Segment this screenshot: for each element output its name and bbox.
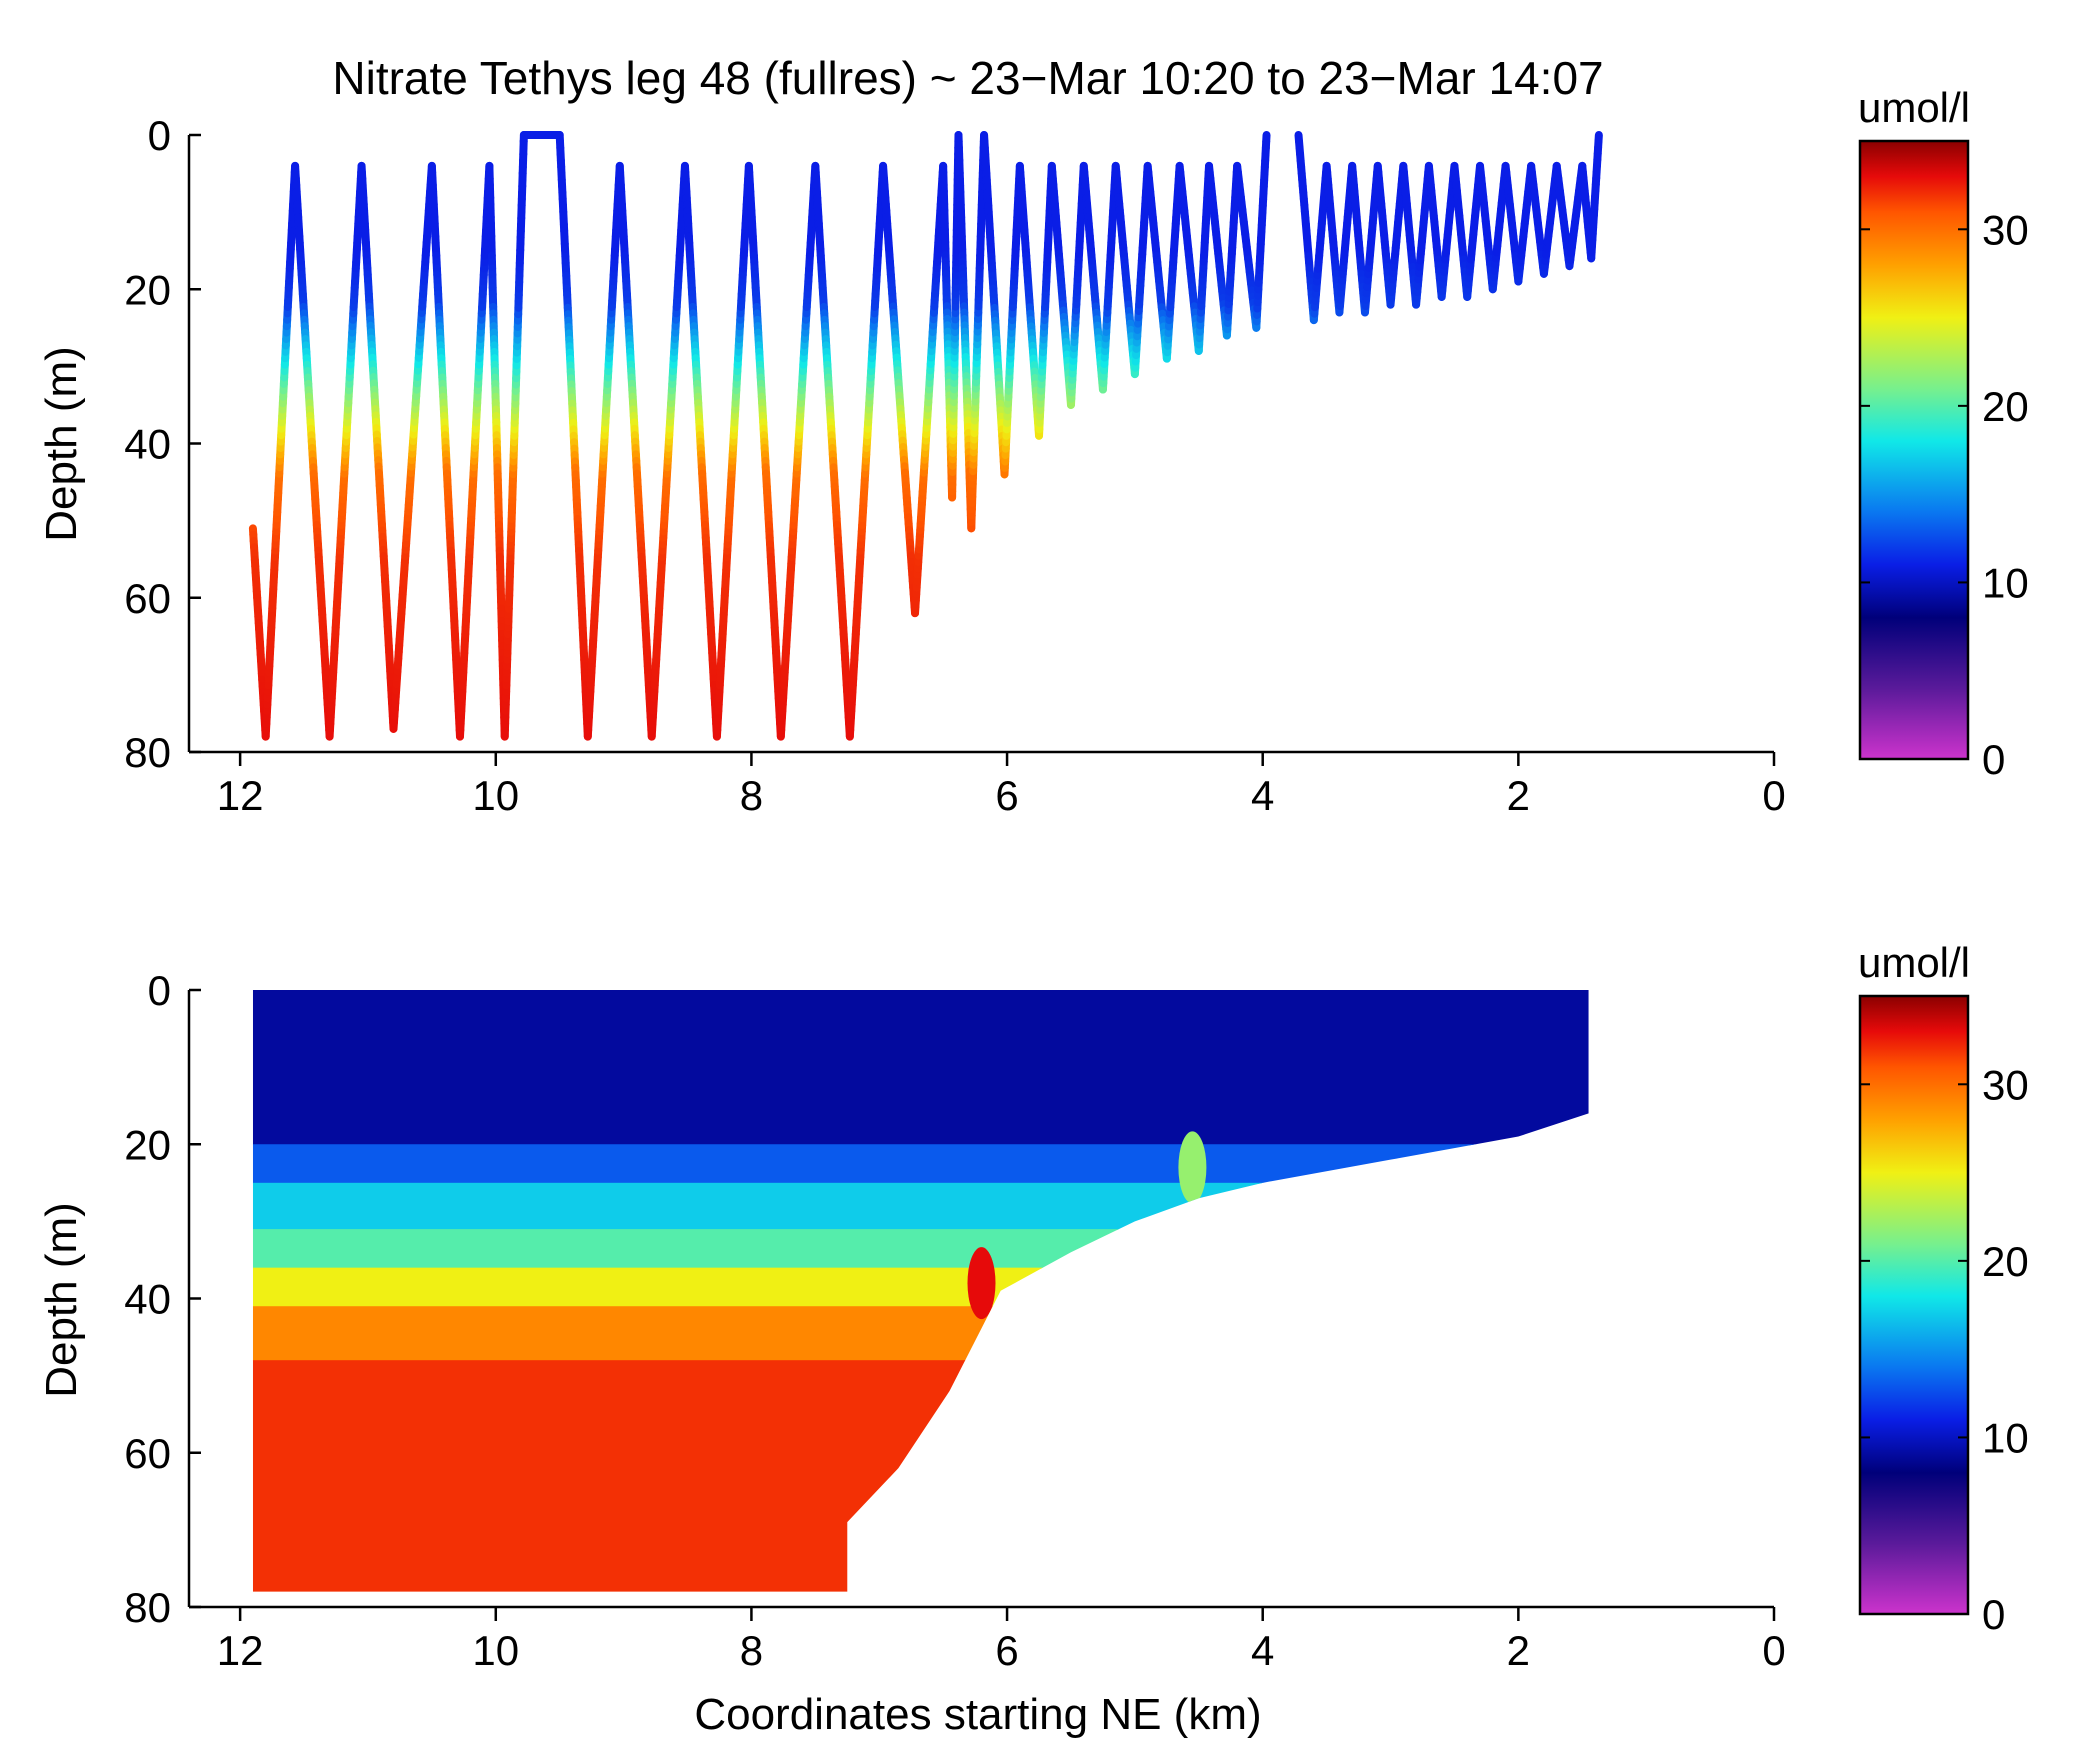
bottom-y-tick-label: 20 (124, 1121, 171, 1168)
top-colorbar-tick-label: 30 (1982, 206, 2029, 253)
top-colorbar-label: umol/l (1858, 84, 1970, 131)
top-x-ticks: 12 10 8 6 4 2 0 (217, 752, 1786, 819)
bottom-colorbar-label: umol/l (1858, 939, 1970, 986)
top-x-tick-label: 10 (472, 772, 519, 819)
top-colorbar: 0 10 20 30 umol/l (1858, 84, 2029, 783)
top-colorbar-tick-label: 0 (1982, 736, 2005, 783)
top-y-tick-label: 40 (124, 421, 171, 468)
bottom-colorbar-gradient (1858, 994, 1970, 1616)
auv-track-segment-2 (1294, 131, 1603, 325)
bottom-x-tick-label: 6 (995, 1627, 1018, 1674)
bottom-x-axis-label: Coordinates starting NE (km) (694, 1690, 1261, 1739)
top-colorbar-tick-label: 10 (1982, 559, 2029, 606)
nitrate-layer (252, 990, 1589, 1146)
bottom-y-tick-label: 60 (124, 1430, 171, 1477)
bottom-colorbar-ticks: 0 10 20 30 (1860, 1061, 2029, 1638)
nitrate-layer (252, 1306, 1589, 1362)
bottom-colorbar-tick-label: 30 (1982, 1061, 2029, 1108)
top-colorbar-gradient (1858, 139, 1970, 761)
top-y-tick-label: 20 (124, 266, 171, 313)
figure-title: Nitrate Tethys leg 48 (fullres) ~ 23−Mar… (332, 52, 1603, 104)
bottom-x-ticks: 12 10 8 6 4 2 0 (217, 1607, 1786, 1674)
bottom-colorbar-tick-label: 0 (1982, 1591, 2005, 1638)
top-y-tick-label: 0 (148, 112, 171, 159)
top-x-tick-label: 8 (740, 772, 763, 819)
auv-track-segment-1 (248, 131, 1271, 741)
bottom-x-tick-label: 0 (1762, 1627, 1785, 1674)
interpolated-field (252, 990, 1589, 1592)
top-colorbar-ticks: 0 10 20 30 (1860, 206, 2029, 783)
top-plot-area (248, 131, 1603, 741)
nitrate-layer (252, 1229, 1589, 1269)
bottom-plot-area (252, 990, 1589, 1592)
top-y-ticks: 0 20 40 60 80 (124, 112, 201, 776)
top-x-tick-label: 4 (1251, 772, 1274, 819)
bottom-y-axis-label: Depth (m) (37, 1202, 86, 1398)
top-y-axis-label: Depth (m) (37, 346, 86, 542)
nitrate-layer (252, 1144, 1589, 1184)
top-x-tick-label: 2 (1507, 772, 1530, 819)
bottom-x-tick-label: 8 (740, 1627, 763, 1674)
bottom-x-tick-label: 2 (1507, 1627, 1530, 1674)
top-x-tick-label: 0 (1762, 772, 1785, 819)
bottom-y-tick-label: 80 (124, 1584, 171, 1631)
nitrate-feature (967, 1247, 996, 1320)
nitrate-layer (252, 1182, 1589, 1231)
top-y-tick-label: 80 (124, 729, 171, 776)
top-colorbar-tick-label: 20 (1982, 383, 2029, 430)
bottom-colorbar-tick-label: 10 (1982, 1414, 2029, 1461)
nitrate-layer (252, 1360, 1589, 1592)
bottom-x-tick-label: 12 (217, 1627, 264, 1674)
bottom-y-tick-label: 0 (148, 967, 171, 1014)
bottom-colorbar-tick-label: 20 (1982, 1238, 2029, 1285)
nitrate-feature (1178, 1131, 1207, 1204)
top-x-tick-label: 12 (217, 772, 264, 819)
nitrate-layer (252, 1267, 1589, 1308)
bottom-y-tick-label: 40 (124, 1276, 171, 1323)
bottom-x-tick-label: 10 (472, 1627, 519, 1674)
bottom-x-tick-label: 4 (1251, 1627, 1274, 1674)
bottom-y-ticks: 0 20 40 60 80 (124, 967, 201, 1631)
bottom-colorbar: 0 10 20 30 umol/l (1858, 939, 2029, 1638)
top-x-tick-label: 6 (995, 772, 1018, 819)
top-y-tick-label: 60 (124, 575, 171, 622)
